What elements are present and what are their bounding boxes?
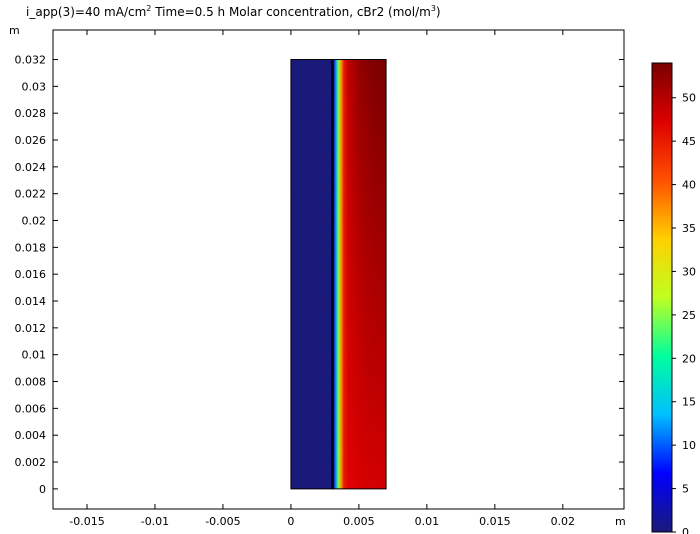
title-current: i_app(3)=40 mA/cm bbox=[26, 5, 147, 19]
domain-surface-bottom-profile bbox=[290, 59, 387, 489]
y-tick-label: 0.002 bbox=[15, 456, 47, 469]
x-tick-label: 0.015 bbox=[479, 515, 511, 528]
colorbar-tick-label: 35 bbox=[682, 222, 696, 235]
colorbar-tick-label: 40 bbox=[682, 179, 696, 192]
colorbar-tick-label: 5 bbox=[682, 483, 689, 496]
plot-frame bbox=[52, 29, 625, 510]
title-quantity: Molar concentration, cBr2 (mol/m bbox=[225, 5, 431, 19]
y-axis-unit-label: m bbox=[9, 24, 20, 37]
colorbar-tick-label: 45 bbox=[682, 135, 696, 148]
colorbar-tick-label: 50 bbox=[682, 92, 696, 105]
y-tick-label: 0.006 bbox=[15, 402, 47, 415]
x-tick-label: -0.005 bbox=[205, 515, 240, 528]
y-tick-label: 0 bbox=[39, 483, 46, 496]
y-tick-label: 0.028 bbox=[15, 107, 47, 120]
y-tick-label: 0.024 bbox=[15, 161, 47, 174]
title-suffix: ) bbox=[435, 5, 441, 19]
y-tick-label: 0.01 bbox=[22, 349, 47, 362]
y-tick-label: 0.02 bbox=[22, 215, 47, 228]
title-current-exponent: 2 bbox=[146, 4, 152, 13]
x-tick-label: 0.01 bbox=[415, 515, 440, 528]
x-tick-label: 0.02 bbox=[551, 515, 576, 528]
y-tick-label: 0.014 bbox=[15, 295, 47, 308]
y-tick-label: 0.008 bbox=[15, 376, 47, 389]
colorbar-layer: 0 5 10 15 20 25 30 35 40 45 50 bbox=[651, 62, 696, 534]
colorbar-tick-label: 10 bbox=[682, 439, 696, 452]
y-tick-label: 0.016 bbox=[15, 268, 47, 281]
x-tick-label: -0.01 bbox=[141, 515, 169, 528]
x-tick-label: -0.015 bbox=[69, 515, 104, 528]
title-unit-exponent: 3 bbox=[430, 4, 436, 13]
y-tick-label: 0.012 bbox=[15, 322, 47, 335]
y-tick-label: 0.004 bbox=[15, 429, 47, 442]
x-tick-label: 0 bbox=[287, 515, 294, 528]
y-tick-label: 0.03 bbox=[22, 80, 47, 93]
chart-title: i_app(3)=40 mA/cm2 Time=0.5 h Molar conc… bbox=[26, 4, 441, 20]
subdomain-3 bbox=[332, 59, 387, 490]
axis-layer: -0.015 -0.01 -0.005 0 0.005 0.01 0.015 0.02 0 0.0… bbox=[15, 30, 624, 528]
y-tick-label: 0.026 bbox=[15, 134, 47, 147]
colorbar bbox=[651, 62, 673, 533]
plot-layer bbox=[290, 59, 387, 490]
y-tick-label: 0.022 bbox=[15, 188, 47, 201]
colorbar-tick-label: 20 bbox=[682, 352, 696, 365]
x-axis-unit-label: m bbox=[615, 515, 626, 528]
x-tick-label: 0.005 bbox=[343, 515, 375, 528]
colorbar-tick-label: 15 bbox=[682, 396, 696, 409]
colorbar-tick-label: 25 bbox=[682, 309, 696, 322]
y-tick-label: 0.018 bbox=[15, 241, 47, 254]
y-tick-label: 0.032 bbox=[15, 54, 47, 67]
colorbar-tick-label: 30 bbox=[682, 265, 696, 278]
colorbar-tick-label: 0 bbox=[682, 526, 689, 534]
title-time: Time=0.5 h bbox=[151, 5, 226, 19]
